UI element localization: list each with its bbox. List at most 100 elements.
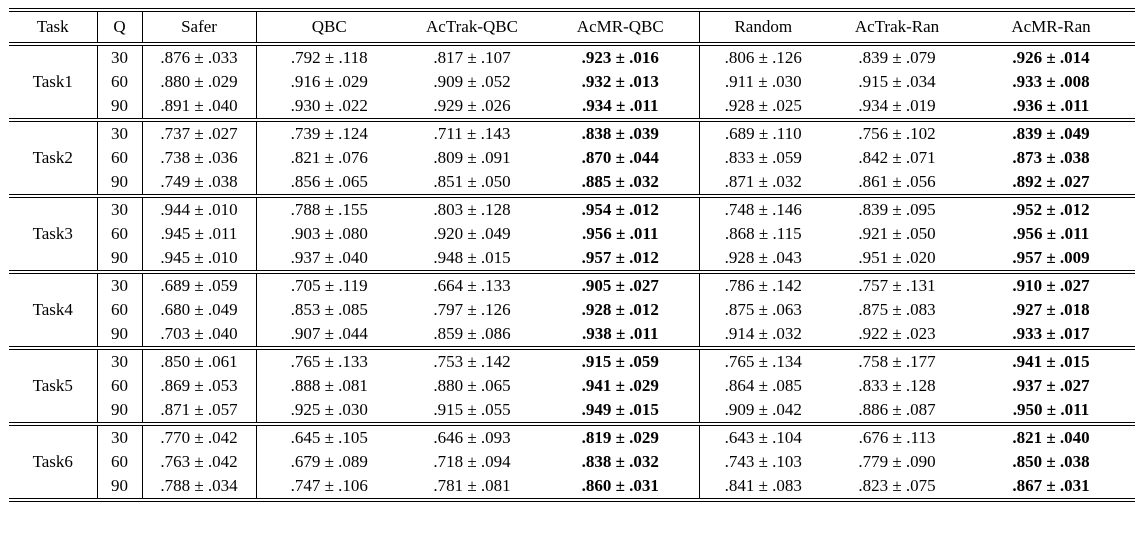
column-header-random: Random — [699, 8, 827, 46]
result-cell: .689 ± .059 — [142, 270, 257, 298]
result-cell: .645 ± .105 — [256, 422, 402, 450]
result-cell: .643 ± .104 — [699, 422, 827, 450]
q-value: 30 — [97, 194, 143, 222]
result-cell: .781 ± .081 — [433, 476, 511, 495]
result-cell: .932 ± .013 — [542, 70, 700, 94]
result-cell: .873 ± .038 — [1012, 148, 1090, 167]
result-cell: .763 ± .042 — [142, 450, 257, 474]
table-body: Task1 30.876 ± .033.792 ± .118.817 ± .107… — [9, 42, 1135, 500]
q-value: 60 — [97, 374, 143, 398]
result-cell: .951 ± .020 — [858, 248, 936, 267]
table-header: Task Q Safer QBC AcTrak-QBC AcMR-QBC Ran… — [9, 8, 1135, 46]
result-cell: .861 ± .056 — [858, 172, 936, 191]
result-cell: .915 ± .034 — [858, 72, 936, 91]
result-cell: .915 ± .055 — [433, 400, 511, 419]
page: { "table": { "columns": ["Task", "Q", "S… — [0, 8, 1144, 541]
result-cell: .756 ± .102 — [827, 118, 967, 146]
result-cell: .788 ± .034 — [142, 474, 257, 500]
result-cell: .876 ± .033 — [142, 42, 257, 70]
result-cell: .839 ± .049 — [967, 118, 1135, 146]
result-cell: .949 ± .015 — [542, 398, 700, 424]
result-cell: .948 ± .015 — [433, 248, 511, 267]
result-cell: .926 ± .014 — [967, 42, 1135, 70]
result-cell: .933 ± .017 — [1012, 324, 1090, 343]
result-cell: .957 ± .009 — [1012, 248, 1090, 267]
result-cell: .941 ± .029 — [542, 374, 700, 398]
result-cell: .758 ± .177 — [827, 346, 967, 374]
result-cell: .839 ± .079 — [827, 42, 967, 70]
result-cell: .806 ± .126 — [699, 42, 827, 70]
result-cell: .833 ± .128 — [858, 376, 936, 395]
result-cell: .936 ± .011 — [1012, 96, 1090, 115]
result-cell: .821 ± .040 — [967, 422, 1135, 450]
table-row: 90.891 ± .040 .930 ± .022 .929 ± .026 .934 … — [9, 94, 1135, 120]
table-row: 90.788 ± .034 .747 ± .106 .781 ± .081 .860 … — [9, 474, 1135, 500]
result-cell: .748 ± .146 — [699, 194, 827, 222]
result-cell: .867 ± .031 — [1012, 476, 1090, 495]
column-header-safer: Safer — [142, 8, 257, 46]
result-cell: .839 ± .095 — [827, 194, 967, 222]
table-row: Task2 30.737 ± .027.739 ± .124.711 ± .143… — [9, 118, 1135, 196]
result-cell: .779 ± .090 — [858, 452, 936, 471]
result-cell: .923 ± .016 — [542, 42, 700, 70]
result-cell: .842 ± .071 — [858, 148, 936, 167]
q-value: 30 — [97, 42, 143, 70]
table-row: 60.880 ± .029 .916 ± .029 .909 ± .052 .932 … — [9, 70, 1135, 94]
q-value: 30 — [97, 118, 143, 146]
result-cell: .817 ± .107 — [402, 42, 542, 70]
table-row: 90.703 ± .040 .907 ± .044 .859 ± .086 .938 … — [9, 322, 1135, 348]
result-cell: .937 ± .040 — [290, 248, 368, 267]
result-cell: .956 ± .011 — [542, 222, 700, 246]
result-cell: .711 ± .143 — [402, 118, 542, 146]
result-cell: .770 ± .042 — [142, 422, 257, 450]
result-cell: .915 ± .059 — [542, 346, 700, 374]
result-cell: .738 ± .036 — [142, 146, 257, 170]
table-row: 60.680 ± .049 .853 ± .085 .797 ± .126 .928 … — [9, 298, 1135, 322]
q-value: 90 — [97, 398, 143, 424]
table-row: 90.871 ± .057 .925 ± .030 .915 ± .055 .949 … — [9, 398, 1135, 424]
result-cell: .885 ± .032 — [542, 170, 700, 196]
q-value: 30 — [97, 270, 143, 298]
result-cell: .757 ± .131 — [827, 270, 967, 298]
result-cell: .928 ± .012 — [542, 298, 700, 322]
result-cell: .937 ± .027 — [1012, 376, 1090, 395]
result-cell: .689 ± .110 — [699, 118, 827, 146]
result-cell: .875 ± .083 — [858, 300, 936, 319]
result-cell: .765 ± .133 — [256, 346, 402, 374]
result-cell: .925 ± .030 — [290, 400, 368, 419]
results-table: Task Q Safer QBC AcTrak-QBC AcMR-QBC Ran… — [9, 8, 1135, 502]
result-cell: .680 ± .049 — [142, 298, 257, 322]
result-cell: .880 ± .065 — [433, 376, 511, 395]
result-cell: .920 ± .049 — [433, 224, 511, 243]
result-cell: .928 ± .025 — [724, 96, 802, 115]
result-cell: .927 ± .018 — [1012, 300, 1090, 319]
result-cell: .933 ± .008 — [1012, 72, 1090, 91]
result-cell: .880 ± .029 — [142, 70, 257, 94]
table-row: Task3 30.944 ± .010.788 ± .155.803 ± .128… — [9, 194, 1135, 272]
header-row: Task Q Safer QBC AcTrak-QBC AcMR-QBC Ran… — [9, 8, 1135, 46]
q-value: 60 — [97, 70, 143, 94]
result-cell: .941 ± .015 — [967, 346, 1135, 374]
result-cell: .888 ± .081 — [290, 376, 368, 395]
table-row: 60.945 ± .011 .903 ± .080 .920 ± .049 .956 … — [9, 222, 1135, 246]
result-cell: .753 ± .142 — [402, 346, 542, 374]
result-cell: .875 ± .063 — [724, 300, 802, 319]
result-cell: .934 ± .019 — [858, 96, 936, 115]
result-cell: .922 ± .023 — [858, 324, 936, 343]
table-row: Task6 30.770 ± .042.645 ± .105.646 ± .093… — [9, 422, 1135, 500]
task-label: Task2 — [9, 118, 98, 196]
table-row: Task4 30.689 ± .059.705 ± .119.664 ± .133… — [9, 270, 1135, 348]
result-cell: .934 ± .011 — [542, 94, 700, 120]
result-cell: .868 ± .115 — [724, 224, 802, 243]
result-cell: .921 ± .050 — [858, 224, 936, 243]
result-cell: .838 ± .032 — [542, 450, 700, 474]
q-value: 90 — [97, 94, 143, 120]
result-cell: .871 ± .032 — [724, 172, 802, 191]
q-value: 90 — [97, 474, 143, 500]
result-cell: .870 ± .044 — [542, 146, 700, 170]
task-label: Task5 — [9, 346, 98, 424]
result-cell: .679 ± .089 — [290, 452, 368, 471]
result-cell: .850 ± .061 — [142, 346, 257, 374]
result-cell: .851 ± .050 — [433, 172, 511, 191]
table-row: 60.738 ± .036 .821 ± .076 .809 ± .091 .870 … — [9, 146, 1135, 170]
